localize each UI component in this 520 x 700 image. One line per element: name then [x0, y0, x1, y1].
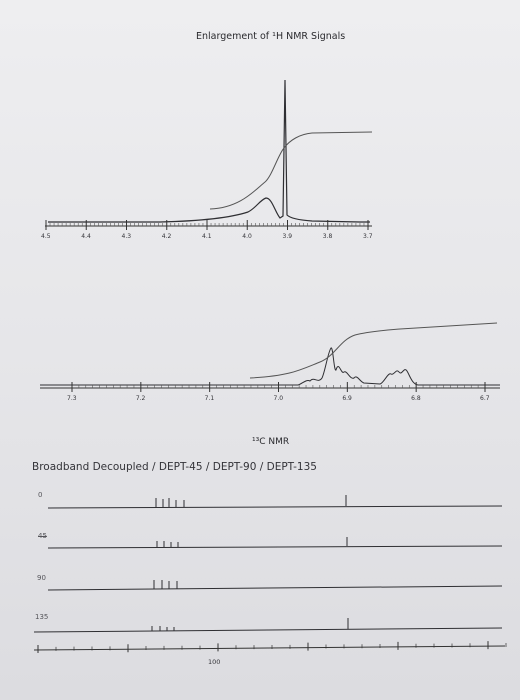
dept-label-0: 0	[38, 491, 43, 499]
upper-tick-label: 3.9	[283, 233, 293, 240]
lower-tick-label: 6.8	[411, 395, 421, 402]
dept-label-45: 45	[38, 532, 47, 540]
lower-tick-label: 7.3	[67, 395, 77, 402]
lower-spectrum: 7.3 7.2 7.1 7.0 6.9 6.8 6.7	[40, 322, 500, 402]
upper-tick-label: 4.5	[41, 233, 51, 240]
upper-tick-label: 3.8	[323, 233, 333, 240]
dept-label-90: 90	[37, 574, 46, 582]
lower-tick-label: 7.2	[136, 395, 146, 402]
lower-tick-label: 7.0	[274, 395, 284, 402]
lower-tick-label: 6.7	[480, 395, 490, 402]
dept-label-135: 135	[35, 613, 49, 621]
dept-45-peaks	[156, 537, 348, 547]
dept-135-peaks	[151, 618, 349, 631]
dept-90-peaks	[153, 580, 178, 589]
dept-90-baseline	[47, 585, 503, 591]
lower-integral-curve	[249, 322, 498, 379]
dept-45-baseline	[47, 545, 503, 549]
upper-tick-label: 4.4	[81, 233, 91, 240]
upper-tick-label: 4.0	[242, 233, 252, 240]
dept-0-baseline	[47, 505, 503, 509]
upper-spectrum-trace	[48, 79, 370, 223]
upper-tick-label: 4.1	[202, 233, 212, 240]
dept-tick-label: 100	[208, 658, 220, 666]
upper-tick-label: 4.2	[162, 233, 172, 240]
lower-tick-label: 6.9	[342, 395, 352, 402]
upper-integral-curve	[209, 131, 373, 210]
lower-minor-ticks	[71, 385, 486, 388]
lower-tick-labels: 7.3 7.2 7.1 7.0 6.9 6.8 6.7	[67, 382, 490, 402]
c13-nmr-heading: ¹³C NMR	[252, 437, 290, 447]
dept-axis-ticks	[37, 641, 507, 653]
page-title: Enlargement of ¹H NMR Signals	[196, 31, 346, 42]
lower-spectrum-trace	[40, 347, 500, 386]
dept-traces: 100	[33, 495, 507, 666]
dept-135-baseline	[33, 627, 503, 633]
upper-tick-label: 4.3	[122, 233, 132, 240]
upper-tick-labels: 4.5 4.4 4.3 4.2 4.1 4.0 3.9 3.8 3.7	[41, 220, 373, 240]
dept-x-axis	[33, 645, 506, 651]
upper-tick-label: 3.7	[363, 233, 373, 240]
dept-0-peaks	[155, 495, 347, 507]
lower-tick-label: 7.1	[205, 395, 215, 402]
upper-spectrum: 4.5 4.4 4.3 4.2 4.1 4.0 3.9 3.8 3.7	[41, 79, 373, 240]
dept-heading: Broadband Decoupled / DEPT-45 / DEPT-90 …	[32, 461, 317, 473]
